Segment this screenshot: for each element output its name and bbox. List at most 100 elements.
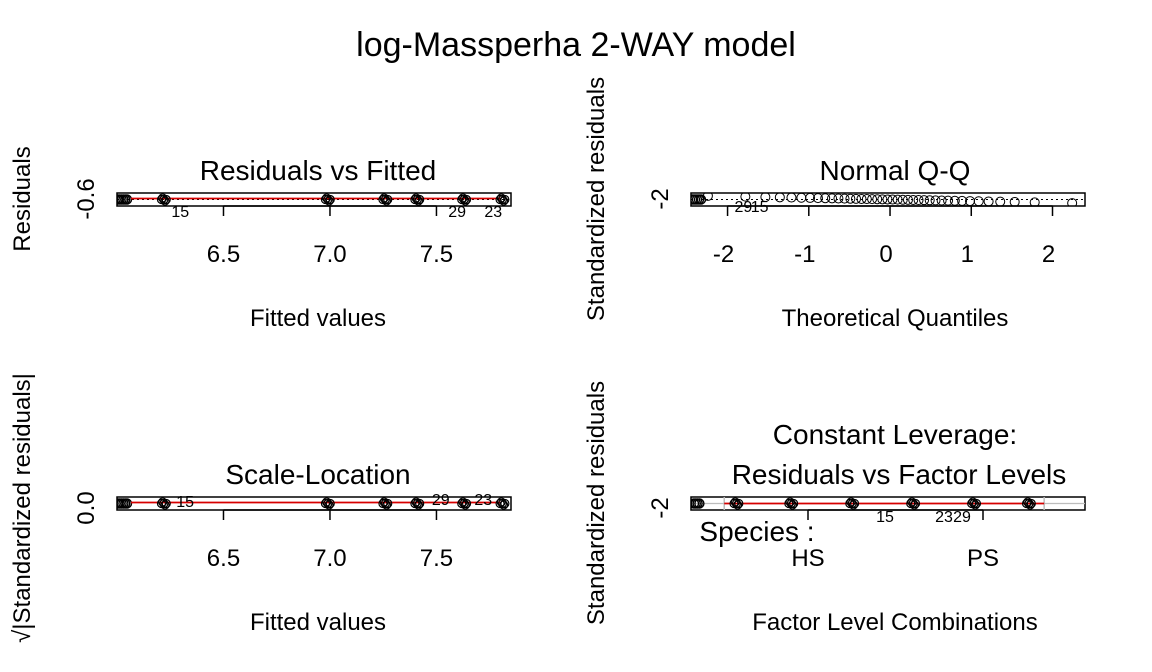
scale-point — [413, 500, 424, 510]
point-label: 15 — [171, 204, 189, 221]
residual-point — [731, 498, 742, 509]
residual-point — [786, 498, 796, 509]
x-axis — [222, 205, 438, 216]
residual-point — [734, 498, 744, 509]
qq-point — [872, 194, 883, 205]
plot-marks — [117, 497, 510, 510]
plot-marks — [117, 193, 511, 206]
scale-point — [380, 498, 390, 509]
scale-point — [121, 498, 133, 509]
x-tick-label: 0 — [879, 241, 892, 268]
residual-point — [499, 196, 509, 206]
qq-point — [1029, 197, 1040, 206]
qq-point — [827, 193, 838, 204]
point-label: 15 — [751, 199, 769, 216]
qq-point — [1067, 198, 1078, 206]
residual-point — [161, 194, 171, 205]
qq-point — [786, 193, 797, 203]
scale-point — [381, 500, 392, 510]
scale-point — [459, 498, 469, 509]
x-tick-label: 7.0 — [313, 241, 346, 268]
x-tick-label: 7.5 — [420, 545, 453, 572]
residual-point — [733, 500, 743, 510]
y-tick-label: -2 — [647, 497, 674, 518]
residual-point — [415, 194, 425, 205]
qq-point — [936, 195, 947, 206]
residual-point — [1026, 498, 1036, 509]
qq-point — [839, 193, 850, 204]
panel-title: Residuals vs Fitted — [200, 155, 437, 186]
scale-point — [161, 498, 171, 509]
qq-point — [851, 193, 862, 204]
qq-point — [856, 193, 867, 204]
qq-point — [877, 194, 888, 205]
y-tick-label: 0.0 — [73, 491, 100, 524]
residual-point — [789, 498, 799, 509]
residual-point — [969, 498, 979, 509]
qq-point — [861, 194, 872, 205]
qq-point — [892, 194, 903, 205]
residual-point — [970, 500, 980, 510]
x-tick-label: 7.0 — [313, 545, 346, 572]
x-axis — [222, 509, 438, 520]
residual-point — [908, 498, 918, 509]
scale-point — [460, 500, 470, 510]
panel-title: Scale-Location — [225, 459, 410, 490]
residual-point — [848, 500, 859, 510]
point-label: 29 — [432, 492, 450, 509]
y-axis-label: √|Standardized residuals| — [9, 373, 36, 643]
qq-point — [740, 193, 751, 202]
scale-point — [499, 500, 509, 510]
y-tick-label: -2 — [647, 188, 674, 209]
qq-point — [943, 195, 954, 206]
point-label: 23 — [935, 509, 953, 526]
level-label: HS — [791, 545, 824, 572]
qq-point — [845, 193, 856, 204]
scale-point — [383, 498, 393, 509]
residual-point — [1024, 498, 1034, 509]
y-axis-label: Standardized residuals — [583, 381, 610, 625]
x-axis-label: Factor Level Combinations — [752, 609, 1037, 636]
y-tick-label: -0.6 — [73, 178, 100, 219]
point-label: 29 — [735, 199, 753, 216]
qq-point — [702, 193, 713, 201]
residual-point — [380, 194, 390, 205]
scale-point — [325, 498, 335, 509]
qq-point — [919, 195, 930, 206]
qq-point — [833, 193, 844, 204]
scale-point — [323, 498, 333, 509]
qq-point — [760, 193, 771, 203]
qq-point — [882, 194, 893, 205]
panel-title-line2: Residuals vs Factor Levels — [732, 459, 1067, 490]
residual-point — [412, 194, 422, 205]
residual-point — [910, 498, 921, 509]
qq-point — [812, 193, 823, 204]
residual-point — [459, 194, 469, 205]
qq-point — [774, 193, 785, 203]
y-axis-label: Standardized residuals — [583, 77, 610, 321]
residual-point — [500, 194, 510, 205]
qq-point — [973, 196, 984, 206]
x-axis — [807, 509, 984, 520]
point-label: 15 — [876, 509, 894, 526]
x-tick-label: 6.5 — [207, 241, 240, 268]
qq-point — [913, 195, 924, 206]
x-tick-label: 7.5 — [420, 241, 453, 268]
scale-point — [159, 498, 169, 509]
residual-point — [383, 194, 393, 205]
figure-title: log-Massperha 2-WAY model — [356, 26, 796, 64]
residual-point — [160, 196, 170, 206]
factor-label: Species : — [699, 516, 814, 547]
residual-point — [413, 196, 424, 206]
point-label: 29 — [953, 509, 971, 526]
residual-point — [461, 194, 472, 205]
qq-point — [930, 195, 941, 206]
x-tick-label: 6.5 — [207, 545, 240, 572]
qq-point — [820, 193, 831, 204]
residual-point — [460, 196, 470, 206]
panel-constant-leverage: Constant Leverage: Residuals vs Factor L… — [583, 381, 1086, 636]
qq-point — [805, 193, 816, 203]
residual-point — [1025, 500, 1035, 510]
qq-point — [924, 195, 935, 206]
x-axis-label: Fitted values — [250, 609, 386, 636]
